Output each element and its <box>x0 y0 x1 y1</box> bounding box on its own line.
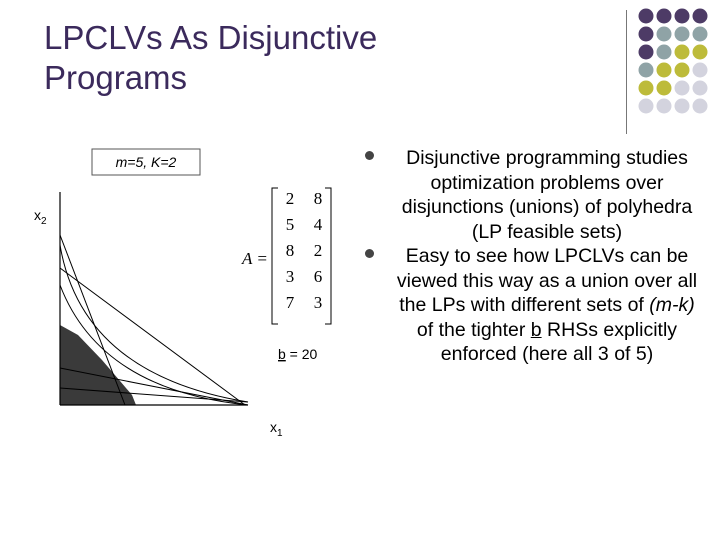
matrix-bracket-left <box>271 187 278 325</box>
decor-dot <box>692 98 708 114</box>
decor-dot <box>656 98 672 114</box>
matrix-entry: 6 <box>314 267 323 286</box>
decor-dot <box>638 44 654 60</box>
decor-dot <box>674 62 690 78</box>
bullet-text: Disjunctive programming studies optimiza… <box>401 147 693 243</box>
matrix-entry: 2 <box>314 241 323 260</box>
decor-dot <box>638 26 654 42</box>
decor-dot-grid <box>638 8 708 114</box>
decor-dot <box>674 98 690 114</box>
decor-dot <box>656 44 672 60</box>
decor-dot <box>656 80 672 96</box>
decor-dot <box>656 8 672 24</box>
decor-dot <box>674 8 690 24</box>
bullet-item: Easy to see how LPCLVs can be viewed thi… <box>365 244 705 367</box>
bullet-text: Easy to see how LPCLVs can be viewed thi… <box>396 245 698 365</box>
decor-dot <box>638 8 654 24</box>
decor-dot <box>692 44 708 60</box>
decor-dot <box>674 80 690 96</box>
decor-dot <box>692 80 708 96</box>
x-axis-label: x1 <box>270 419 283 439</box>
matrix-entry: 7 <box>286 293 295 312</box>
bullet-dot-icon <box>365 151 374 160</box>
matrix-entry: 3 <box>314 293 323 312</box>
title-line-2: Programs <box>44 59 188 96</box>
decor-dot <box>692 62 708 78</box>
y-axis-label: x2 <box>34 207 47 227</box>
bullet-list: Disjunctive programming studies optimiza… <box>365 146 705 367</box>
params-label: m=5, K=2 <box>116 154 177 170</box>
bullet-item: Disjunctive programming studies optimiza… <box>365 146 705 244</box>
title-line-1: LPCLVs As Disjunctive <box>44 19 378 56</box>
matrix-entry: 5 <box>286 215 295 234</box>
decor-dot <box>638 98 654 114</box>
decor-divider <box>626 10 627 134</box>
lp-figure: m=5, K=2 x2 x1 A = 2 85 48 23 67 3 b = 20 <box>34 148 332 439</box>
matrix-entry: 8 <box>314 189 323 208</box>
decor-dot <box>692 26 708 42</box>
decor-dot <box>656 62 672 78</box>
decor-dot <box>692 8 708 24</box>
decor-dot <box>638 62 654 78</box>
matrix-entry: 2 <box>286 189 295 208</box>
matrix-values: 2 85 48 23 67 3 <box>286 189 323 312</box>
matrix-entry: 4 <box>314 215 323 234</box>
constraint-lines <box>59 234 249 406</box>
b-label: b = 20 <box>278 346 318 362</box>
matrix-label: A = <box>241 249 268 268</box>
matrix-entry: 3 <box>286 267 295 286</box>
params-box <box>91 148 201 176</box>
bullet-dot-icon <box>365 249 374 258</box>
slide-title: LPCLVs As Disjunctive Programs <box>44 18 564 98</box>
decor-dot <box>674 26 690 42</box>
decor-dot <box>674 44 690 60</box>
decor-dot <box>638 80 654 96</box>
matrix-bracket-right <box>325 187 332 325</box>
decor-dot <box>656 26 672 42</box>
matrix-entry: 8 <box>286 241 295 260</box>
